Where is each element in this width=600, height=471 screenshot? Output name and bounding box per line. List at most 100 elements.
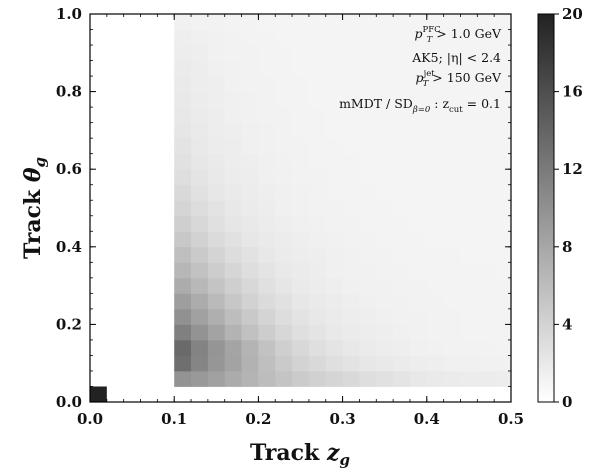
x-tick-label: 0.2 bbox=[245, 410, 271, 428]
heatmap-cell bbox=[191, 324, 209, 341]
heatmap-cell bbox=[258, 169, 276, 186]
heatmap-cell bbox=[342, 339, 360, 356]
heatmap-cell bbox=[494, 370, 512, 387]
heatmap-cell bbox=[443, 169, 461, 186]
heatmap-cell bbox=[477, 169, 495, 186]
heatmap-cell bbox=[258, 370, 276, 387]
heatmap-cell bbox=[191, 246, 209, 263]
heatmap-cell bbox=[174, 29, 192, 46]
plot-frame bbox=[89, 13, 512, 403]
heatmap-cell bbox=[460, 246, 478, 263]
heatmap-cell bbox=[409, 184, 428, 201]
heatmap-cell bbox=[258, 14, 276, 30]
heatmap-cell bbox=[325, 45, 343, 61]
heatmap-cell bbox=[224, 293, 242, 310]
heatmap-cell bbox=[207, 324, 226, 341]
heatmap-cell bbox=[308, 169, 327, 186]
heatmap-cell bbox=[342, 45, 360, 61]
heatmap-cell bbox=[443, 215, 461, 232]
y-tick-label: 0.4 bbox=[56, 238, 82, 256]
heatmap-cell bbox=[224, 308, 242, 325]
heatmap-cell bbox=[292, 60, 310, 77]
heatmap-cell bbox=[292, 277, 310, 294]
heatmap-cell bbox=[325, 138, 343, 155]
heatmap-cell bbox=[342, 200, 360, 217]
heatmap-cell bbox=[174, 215, 192, 232]
heatmap-cell bbox=[477, 184, 495, 201]
heatmap-cell bbox=[191, 107, 209, 124]
annotation-ak5-eta: AK5; |η| < 2.4 bbox=[411, 50, 501, 65]
heatmap-cell bbox=[224, 76, 242, 92]
heatmap-cell bbox=[325, 200, 343, 217]
heatmap-cell bbox=[174, 184, 192, 201]
heatmap-cell bbox=[174, 370, 192, 387]
heatmap-cell bbox=[308, 339, 327, 356]
heatmap-cell bbox=[460, 370, 478, 387]
heatmap-cell bbox=[224, 29, 242, 46]
heatmap-cell bbox=[241, 231, 259, 248]
heatmap-cell bbox=[460, 215, 478, 232]
heatmap-cell bbox=[207, 107, 226, 124]
heatmap-cell bbox=[325, 370, 343, 387]
heatmap-cell bbox=[224, 45, 242, 61]
heatmap-cell bbox=[393, 138, 411, 155]
heatmap-cell bbox=[275, 215, 293, 232]
heatmap-cell bbox=[241, 60, 259, 77]
heatmap-cell bbox=[443, 91, 461, 108]
heatmap-cell bbox=[241, 324, 259, 341]
heatmap-cell bbox=[224, 231, 242, 248]
heatmap-cell bbox=[275, 14, 293, 30]
heatmap-cell bbox=[191, 138, 209, 155]
heatmap-cell bbox=[241, 169, 259, 186]
heatmap-cell bbox=[443, 153, 461, 170]
colorbar-tick-label: 8 bbox=[562, 238, 572, 256]
heatmap-cell bbox=[292, 355, 310, 372]
heatmap-cell bbox=[376, 29, 394, 46]
heatmap-cell bbox=[494, 169, 512, 186]
heatmap-cell bbox=[207, 29, 226, 46]
y-tick-label: 1.0 bbox=[56, 5, 82, 23]
heatmap-cell bbox=[258, 324, 276, 341]
heatmap-cell bbox=[376, 200, 394, 217]
heatmap-cell bbox=[241, 293, 259, 310]
heatmap-cell bbox=[393, 200, 411, 217]
heatmap-cell bbox=[426, 200, 445, 217]
heatmap-cell bbox=[393, 308, 411, 325]
heatmap-cell bbox=[207, 215, 226, 232]
heatmap-cell bbox=[174, 45, 192, 61]
heatmap-cell bbox=[258, 29, 276, 46]
x-tick-label: 0.3 bbox=[330, 410, 356, 428]
heatmap-cell bbox=[494, 153, 512, 170]
heatmap-cell bbox=[292, 107, 310, 124]
heatmap-cell bbox=[460, 107, 478, 124]
heatmap-cell bbox=[224, 107, 242, 124]
heatmap-cell bbox=[376, 76, 394, 92]
heatmap-cell bbox=[359, 45, 377, 61]
heatmap-cell bbox=[477, 200, 495, 217]
heatmap-cell bbox=[460, 153, 478, 170]
heatmap-cell bbox=[275, 200, 293, 217]
heatmap-cell bbox=[460, 91, 478, 108]
heatmap-cell bbox=[443, 107, 461, 124]
heatmap-cell bbox=[494, 138, 512, 155]
heatmap-cell bbox=[241, 76, 259, 92]
heatmap-cell bbox=[426, 246, 445, 263]
heatmap-cell bbox=[308, 184, 327, 201]
heatmap-cell bbox=[224, 215, 242, 232]
heatmap-cell bbox=[325, 215, 343, 232]
heatmap-cell bbox=[258, 153, 276, 170]
heatmap-cell bbox=[207, 60, 226, 77]
heatmap-cell bbox=[325, 184, 343, 201]
heatmap-cell bbox=[477, 122, 495, 139]
heatmap-cell bbox=[460, 339, 478, 356]
heatmap-cell bbox=[325, 14, 343, 30]
heatmap-cell bbox=[258, 91, 276, 108]
heatmap-cell bbox=[308, 138, 327, 155]
heatmap-cell bbox=[342, 231, 360, 248]
heatmap-cell bbox=[477, 215, 495, 232]
heatmap-cell bbox=[393, 45, 411, 61]
heatmap-cell bbox=[224, 370, 242, 387]
heatmap-cell bbox=[292, 169, 310, 186]
heatmap-cell bbox=[426, 122, 445, 139]
heatmap-cell bbox=[308, 231, 327, 248]
